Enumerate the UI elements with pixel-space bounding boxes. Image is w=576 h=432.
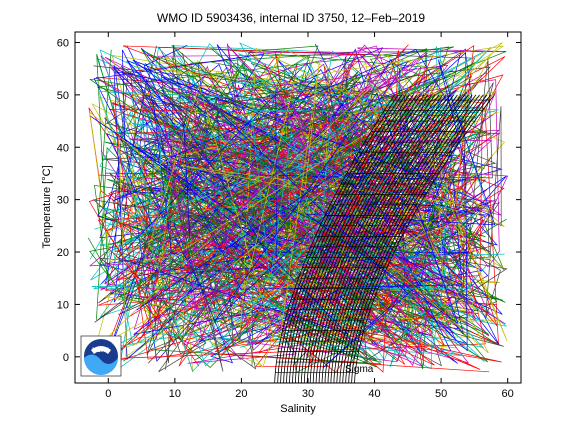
isopycnal-curve-1: [277, 94, 399, 383]
profile-line-118: [118, 65, 473, 365]
y-axis-label: Temperature [°C]: [41, 165, 53, 248]
isopycnal-curve-22: [339, 94, 477, 383]
y-tick-label: 60: [57, 37, 69, 49]
isopycnal-curve-14: [315, 94, 447, 383]
profile-line-91: [104, 58, 503, 365]
isopycnal-curve-23: [342, 94, 480, 383]
isopycnal-curve-26: [351, 94, 492, 383]
x-tick-label: 40: [368, 388, 380, 400]
x-axis: 0 10 20 30 40 50 60: [105, 32, 514, 400]
y-tick-label: 20: [57, 247, 69, 259]
isopycnal-curve-3: [283, 94, 406, 383]
y-tick-label: 50: [57, 90, 69, 102]
y-axis: 0 10 20 30 40 50 60: [57, 37, 521, 364]
isopycnal-curve-20: [333, 94, 469, 383]
profile-line-117: [118, 45, 504, 353]
profile-line-63: [149, 44, 507, 346]
isopycnal-curve-19: [330, 94, 466, 383]
x-tick-label: 10: [169, 388, 181, 400]
isopycnal-curve-8: [298, 94, 425, 383]
isopycnal-curve-6: [292, 94, 418, 383]
isopycnal-curve-4: [286, 94, 410, 383]
isopycnal-curve-17: [324, 94, 458, 383]
x-tick-label: 20: [235, 388, 247, 400]
x-axis-label: Salinity: [280, 403, 316, 415]
y-tick-label: 30: [57, 195, 69, 207]
x-tick-label: 60: [502, 388, 514, 400]
isopycnal-curve-10: [303, 94, 432, 383]
profile-line-103: [102, 47, 481, 333]
x-tick-label: 30: [302, 388, 314, 400]
profile-lines: [87, 42, 509, 373]
profile-line-105: [160, 76, 462, 364]
noaa-logo: NOAA: [80, 335, 122, 377]
profile-line-111: [92, 90, 508, 372]
isopycnal-curve-21: [336, 94, 473, 383]
profile-line-100: [105, 44, 498, 327]
profile-line-107: [88, 50, 435, 373]
isopycnal-curve-7: [295, 94, 421, 383]
profile-line-114: [111, 114, 490, 373]
profile-line-74: [136, 54, 472, 346]
isopycnal-curve-24: [345, 94, 484, 383]
chart-title: WMO ID 5903436, internal ID 3750, 12–Feb…: [157, 11, 425, 25]
y-tick-label: 40: [57, 142, 69, 154]
profile-line-94: [113, 94, 476, 357]
isopycnal-label: Sigma: [345, 364, 374, 375]
isopycnal-curve-16: [321, 94, 455, 383]
noaa-logo-text: NOAA: [92, 348, 110, 354]
profile-line-112: [117, 48, 465, 335]
isopycnal-curve-11: [306, 94, 436, 383]
plot-frame: [74, 31, 522, 384]
isopycnal-curve-2: [280, 94, 403, 383]
x-tick-label: 0: [105, 388, 111, 400]
isopycnal-curve-12: [309, 94, 440, 383]
x-tick-label: 50: [435, 388, 447, 400]
isopycnal-curve-15: [318, 94, 451, 383]
isopycnal-curve-18: [327, 94, 462, 383]
isopycnal-grid: [274, 94, 495, 383]
isopycnal-curve-9: [300, 94, 429, 383]
profile-line-110: [95, 52, 508, 354]
isopycnal-curve-25: [348, 94, 488, 383]
y-tick-label: 0: [63, 352, 69, 364]
y-tick-label: 10: [57, 299, 69, 311]
profile-line-116: [163, 44, 473, 367]
isopycnal-curve-0: [274, 94, 395, 383]
isopycnal-curve-13: [312, 94, 443, 383]
profile-line-108: [99, 49, 485, 367]
isopycnal-curve-27: [354, 94, 495, 383]
isopycnal-curve-5: [289, 94, 414, 383]
profile-line-119: [126, 59, 496, 352]
profile-line-102: [99, 77, 493, 361]
